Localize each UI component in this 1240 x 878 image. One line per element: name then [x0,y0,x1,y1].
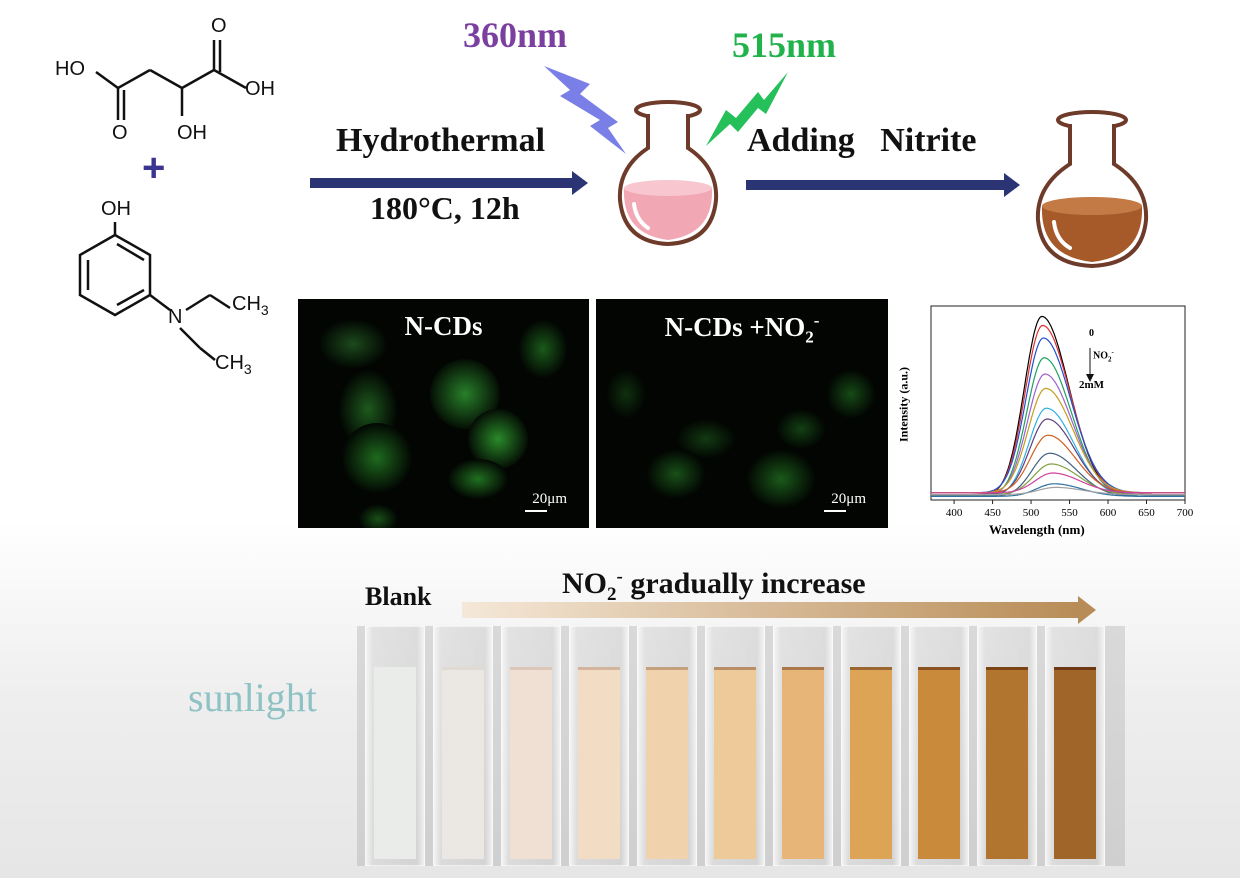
cuvette [637,626,697,866]
spectrum-svg: 400 450 500 550 600 650 700 [930,305,1194,519]
cuvette [433,626,493,866]
cuvette-solution [1054,667,1096,859]
o-label: O [112,122,128,144]
aminophenol-bonds [78,222,231,361]
spectrum-line [931,483,1185,497]
cuvette-solution [918,667,960,859]
cuvette [977,626,1037,866]
cuvette-solution [714,667,756,859]
cuvette [365,626,425,866]
ch3-label: CH3 [215,352,252,377]
plus-sign: + [142,146,166,190]
cuvette-photo [357,626,1125,866]
adding-nitrite-label: Adding Nitrite [747,122,977,159]
cuvette-solution [578,667,620,859]
emission-lightning-icon [706,72,788,146]
cuvette [705,626,765,866]
scale-label: 20μm [831,491,866,507]
x-tick-label: 500 [1023,507,1040,519]
x-axis-label: Wavelength (nm) [989,522,1085,537]
micrograph-n-cds: N-CDs 20μm [298,299,589,528]
spectrum-line [931,472,1185,494]
emission-wavelength: 515nm [732,25,837,65]
gradient-title: NO2- gradually increase [562,566,866,605]
excitation-lightning-icon [544,66,626,154]
oh-label: OH [245,78,275,100]
x-tick-label: 400 [946,507,963,519]
flask-brown-icon [1035,110,1149,269]
spectrum-line [931,486,1185,496]
malic-acid-bonds [95,40,247,120]
cuvette [569,626,629,866]
micrograph-n-cds-nitrite: N-CDs +NO2- 20μm [596,299,888,528]
increase-arrow [462,596,1096,624]
cuvette [773,626,833,866]
o-label: O [211,15,227,37]
annotation-nitrite: NO2- [1093,348,1114,364]
hydrothermal-arrow [310,171,588,195]
fluorescence-spectrum-chart: 400 450 500 550 600 650 700 0 NO2- 2mM Intensi… [895,300,1205,545]
micrograph-label: N-CDs +NO2- [664,311,820,347]
x-tick-label: 700 [1177,507,1194,519]
y-axis-label: Intensity (a.u.) [896,367,911,443]
cuvette-solution [850,667,892,859]
cuvette [909,626,969,866]
x-tick-label: 650 [1138,507,1155,519]
adding-nitrite-arrow [746,173,1020,197]
oh-label: OH [177,122,207,144]
ho-label: HO [55,58,85,80]
cuvette [841,626,901,866]
ch3-label: CH3 [232,293,269,318]
hydrothermal-label: Hydrothermal [336,122,546,159]
scale-bar [525,510,547,512]
cuvette-solution [986,667,1028,859]
excitation-wavelength: 360nm [463,15,568,55]
cuvette-solution [374,667,416,859]
sunlight-label: sunlight [188,675,317,720]
cuvette [501,626,561,866]
x-tick-label: 450 [984,507,1001,519]
cuvette-solution [510,667,552,859]
condition-label: 180°C, 12h [370,190,520,226]
cuvette-solution [646,667,688,859]
flask-pink-icon [617,100,719,247]
cuvette [1045,626,1105,866]
x-tick-label: 550 [1061,507,1078,519]
x-tick-label: 600 [1100,507,1117,519]
scale-bar [824,510,846,512]
micrograph-label: N-CDs [404,311,483,341]
oh-label: OH [101,198,131,220]
n-label: N [168,306,183,328]
annotation-start: 0 [1089,328,1094,339]
scale-label: 20μm [532,491,567,507]
annotation-end: 2mM [1079,379,1105,391]
blank-label: Blank [365,582,432,611]
cuvette-solution [782,667,824,859]
cuvette-solution [442,667,484,859]
